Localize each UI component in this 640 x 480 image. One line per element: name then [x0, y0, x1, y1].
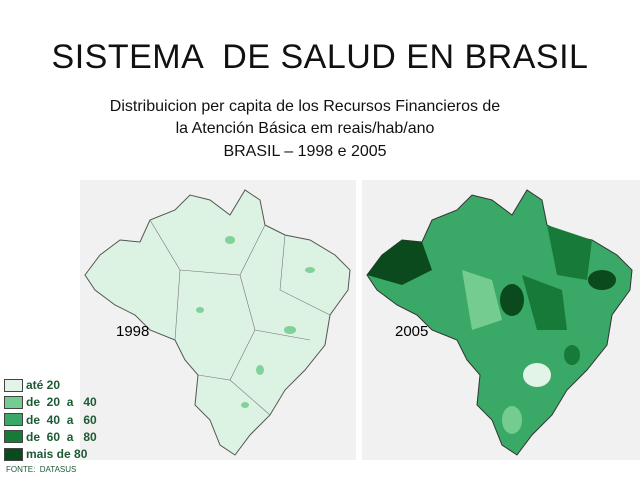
country-shape	[84, 189, 351, 456]
legend-item: de 60 a 80	[4, 429, 97, 445]
source-note: FONTE: DATASUS	[6, 465, 77, 474]
subtitle-line: Distribuicion per capita de los Recursos…	[109, 98, 501, 115]
region-patches	[196, 236, 315, 408]
legend: até 20 de 20 a 40 de 40 a 60 de 60 a 80 mais…	[4, 377, 97, 463]
legend-item: até 20	[4, 377, 97, 393]
map-year: 1998	[116, 323, 150, 340]
legend-swatch	[4, 430, 23, 444]
subtitle-line: BRASIL – 1998 e 2005	[223, 143, 387, 160]
legend-item: de 40 a 60	[4, 412, 97, 428]
legend-label: de 20 a 40	[26, 395, 97, 410]
legend-label: mais de 80	[26, 447, 88, 462]
map-year: 2005	[395, 323, 429, 340]
legend-swatch	[4, 413, 23, 427]
region-patches	[367, 225, 616, 434]
legend-item: de 20 a 40	[4, 394, 97, 410]
legend-label: de 40 a 60	[26, 412, 97, 427]
map-1998	[84, 189, 351, 456]
legend-label: até 20	[26, 378, 61, 392]
state-borders	[149, 219, 331, 416]
legend-swatch	[4, 395, 23, 409]
legend-swatch	[4, 447, 23, 461]
slide-title: SISTEMA DE SALUD EN BRASIL	[51, 38, 589, 76]
legend-swatch	[4, 378, 23, 392]
map-2005	[366, 189, 633, 456]
subtitle-line: la Atención Básica em reais/hab/ano	[175, 120, 435, 137]
map-panel: 1998	[80, 180, 356, 460]
legend-item: mais de 80	[4, 446, 97, 462]
legend-label: de 60 a 80	[26, 429, 97, 444]
map-panel: 2005	[362, 180, 640, 460]
